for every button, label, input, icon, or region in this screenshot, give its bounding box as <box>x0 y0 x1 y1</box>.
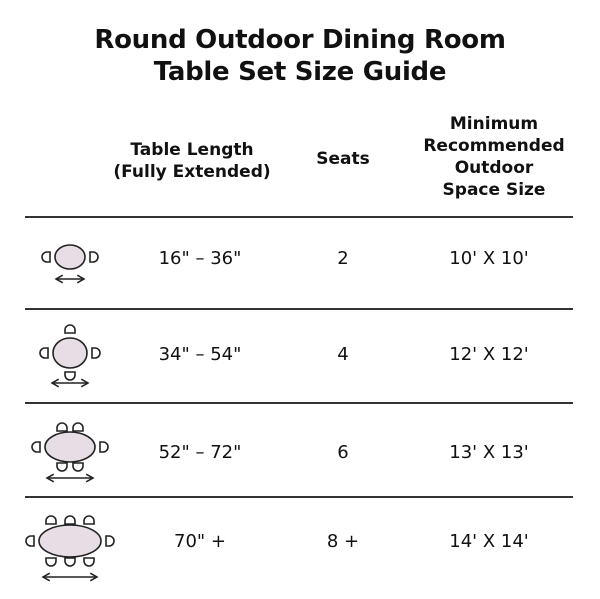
divider <box>25 496 573 498</box>
table-4-seats-icon <box>39 324 101 388</box>
header-space-line4: Space Size <box>442 180 546 200</box>
divider <box>25 308 573 310</box>
row-seats: 6 <box>337 442 349 463</box>
table-8-seats-icon <box>25 515 115 582</box>
title-line-1: Round Outdoor Dining Room <box>94 25 506 55</box>
row-length: 16" – 36" <box>158 248 242 269</box>
header-length-line1: Table Length <box>130 140 254 160</box>
title-line-2: Table Set Size Guide <box>153 57 447 87</box>
row-space: 14' X 14' <box>449 531 529 552</box>
row-seats: 4 <box>337 344 349 365</box>
header-space-line2: Recommended <box>423 136 565 156</box>
header-seats: Seats <box>316 149 370 169</box>
divider <box>25 216 573 218</box>
row-space: 13' X 13' <box>449 442 529 463</box>
divider <box>25 402 573 404</box>
header-length-line2: (Fully Extended) <box>113 162 271 182</box>
header-space-size: Minimum Recommended Outdoor Space Size <box>404 113 584 201</box>
page-title: Round Outdoor Dining Room Table Set Size… <box>0 24 600 88</box>
table-6-seats-icon <box>31 422 109 483</box>
header-table-length: Table Length (Fully Extended) <box>102 139 282 183</box>
header-space-line3: Outdoor <box>454 158 534 178</box>
row-length: 70" + <box>174 531 226 552</box>
table-2-seats-icon <box>41 244 99 284</box>
row-space: 12' X 12' <box>449 344 529 365</box>
table-icons <box>25 244 115 582</box>
row-space: 10' X 10' <box>449 248 529 269</box>
row-seats: 8 + <box>326 531 360 552</box>
header-space-line1: Minimum <box>449 114 539 134</box>
row-length: 52" – 72" <box>158 442 242 463</box>
row-seats: 2 <box>337 248 349 269</box>
row-length: 34" – 54" <box>158 344 242 365</box>
